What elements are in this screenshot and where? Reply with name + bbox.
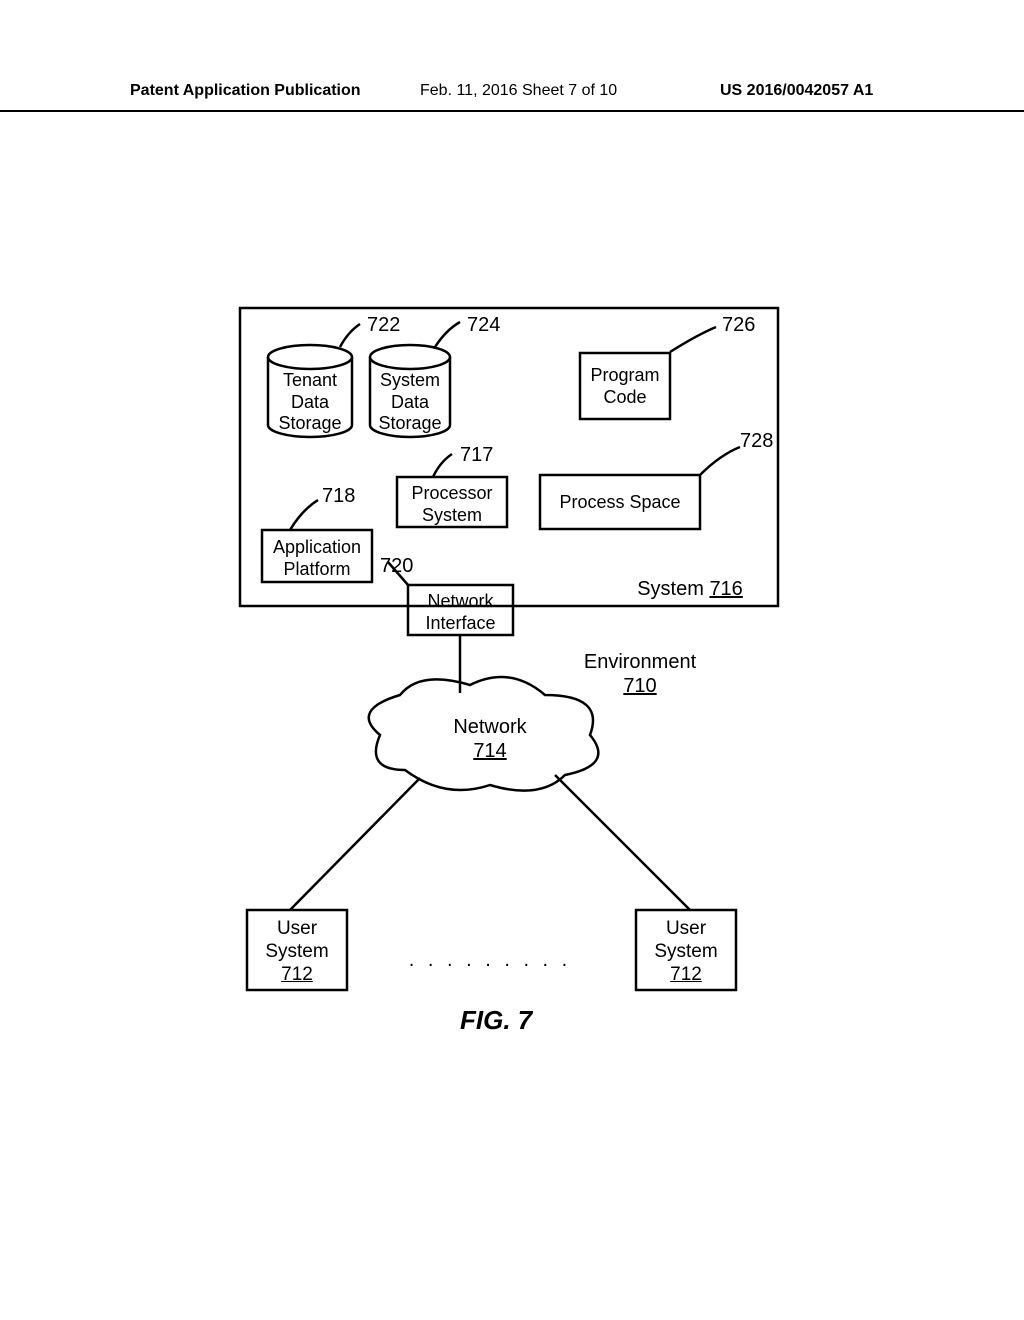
text: User bbox=[277, 918, 317, 939]
text: . . . . . . . . . bbox=[409, 949, 571, 971]
text: Application bbox=[273, 537, 361, 557]
network-interface-label: Network Interface bbox=[408, 591, 513, 634]
ref-718: 718 bbox=[322, 485, 355, 508]
processor-system-label: Processor System bbox=[397, 483, 507, 526]
figure-svg bbox=[0, 0, 1024, 1320]
system-label: System 716 bbox=[610, 577, 770, 601]
text: Interface bbox=[425, 613, 495, 633]
leader-722 bbox=[340, 324, 360, 347]
figure-caption: FIG. 7 bbox=[460, 1005, 532, 1036]
ref: 714 bbox=[473, 740, 506, 762]
text: Environment bbox=[584, 651, 696, 673]
ref-726: 726 bbox=[722, 314, 755, 337]
text: Network bbox=[427, 591, 493, 611]
network-label: Network 714 bbox=[430, 715, 550, 763]
application-platform-label: Application Platform bbox=[262, 537, 372, 580]
edge-cloud-to-user1 bbox=[290, 778, 420, 910]
text: User bbox=[666, 918, 706, 939]
ref: 712 bbox=[281, 964, 313, 985]
text: Platform bbox=[283, 559, 350, 579]
leader-718 bbox=[290, 500, 318, 530]
ref-720: 720 bbox=[380, 555, 413, 578]
process-space-label: Process Space bbox=[540, 492, 700, 514]
text: Network bbox=[453, 716, 526, 738]
text: Data bbox=[291, 392, 329, 412]
text: System bbox=[422, 505, 482, 525]
text: System bbox=[265, 941, 328, 962]
text: Data bbox=[391, 392, 429, 412]
text: Storage bbox=[278, 413, 341, 433]
leader-726 bbox=[670, 327, 716, 352]
ref: 710 bbox=[623, 675, 656, 697]
user-system-1-label: User System 712 bbox=[247, 918, 347, 986]
ref: 716 bbox=[709, 578, 742, 600]
text: Code bbox=[603, 387, 646, 407]
ref-724: 724 bbox=[467, 314, 500, 337]
text: Program bbox=[590, 365, 659, 385]
edge-cloud-to-user2 bbox=[555, 775, 690, 910]
ref: 712 bbox=[670, 964, 702, 985]
environment-label: Environment 710 bbox=[560, 650, 720, 698]
ellipsis-dots: . . . . . . . . . bbox=[390, 948, 590, 972]
text: Tenant bbox=[283, 370, 337, 390]
text: Process Space bbox=[559, 492, 680, 512]
text: System bbox=[654, 941, 717, 962]
leader-724 bbox=[435, 322, 460, 347]
text: System bbox=[637, 578, 704, 600]
leader-728 bbox=[700, 447, 740, 475]
system-data-storage-label: System Data Storage bbox=[372, 370, 448, 435]
tenant-data-storage-label: Tenant Data Storage bbox=[270, 370, 350, 435]
user-system-2-label: User System 712 bbox=[636, 918, 736, 986]
ref-717: 717 bbox=[460, 444, 493, 467]
ref-722: 722 bbox=[367, 314, 400, 337]
leader-717 bbox=[433, 454, 452, 477]
text: System bbox=[380, 370, 440, 390]
text: Processor bbox=[411, 483, 492, 503]
program-code-label: Program Code bbox=[580, 365, 670, 408]
ref-728: 728 bbox=[740, 430, 773, 453]
text: Storage bbox=[378, 413, 441, 433]
